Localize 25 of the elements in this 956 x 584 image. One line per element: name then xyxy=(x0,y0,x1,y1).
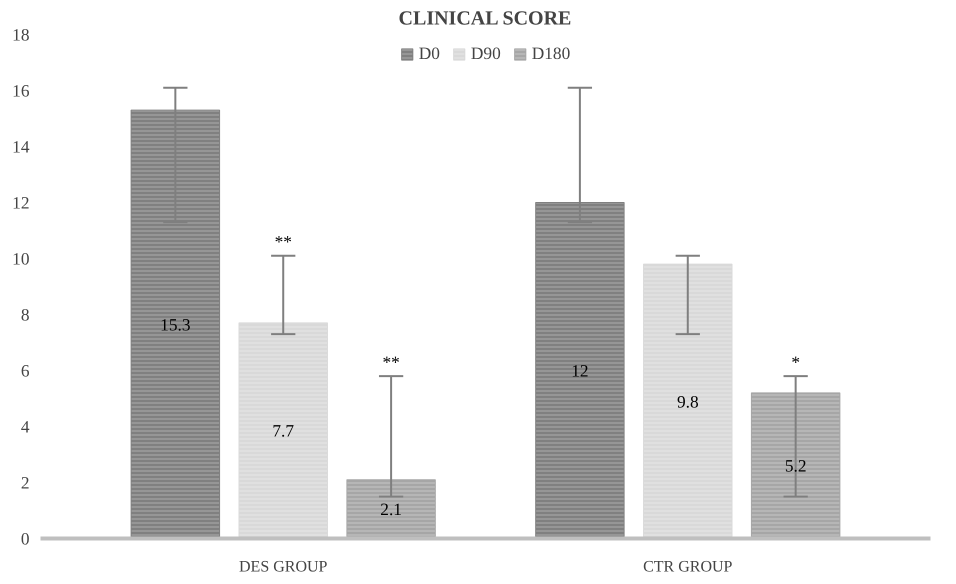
data-label: 5.2 xyxy=(784,456,806,476)
data-label: 9.8 xyxy=(676,392,699,412)
data-label: 2.1 xyxy=(380,500,402,520)
y-tick-label: 6 xyxy=(20,362,30,380)
y-tick-label: 0 xyxy=(20,530,30,548)
y-tick-label: 12 xyxy=(12,194,30,212)
y-tick-label: 14 xyxy=(12,138,30,156)
legend-label: D90 xyxy=(470,44,501,64)
y-tick-label: 4 xyxy=(20,418,30,436)
y-tick-label: 10 xyxy=(12,250,30,268)
data-label: 7.7 xyxy=(272,422,294,441)
legend-label: D0 xyxy=(418,44,440,64)
annotation: * xyxy=(791,353,800,372)
x-tick-label: DES GROUP xyxy=(238,558,328,576)
data-label: 15.3 xyxy=(160,315,191,334)
chart-title: CLINICAL SCORE xyxy=(398,8,572,30)
y-tick-label: 2 xyxy=(20,474,30,492)
legend-label: D180 xyxy=(532,44,570,64)
annotation: ** xyxy=(274,232,292,252)
data-label: 12 xyxy=(571,362,589,380)
y-tick-label: 16 xyxy=(12,82,30,100)
annotation: ** xyxy=(382,353,400,372)
y-tick-label: 18 xyxy=(12,26,30,44)
y-tick-label: 8 xyxy=(20,306,30,324)
x-tick-label: CTR GROUP xyxy=(643,558,733,576)
